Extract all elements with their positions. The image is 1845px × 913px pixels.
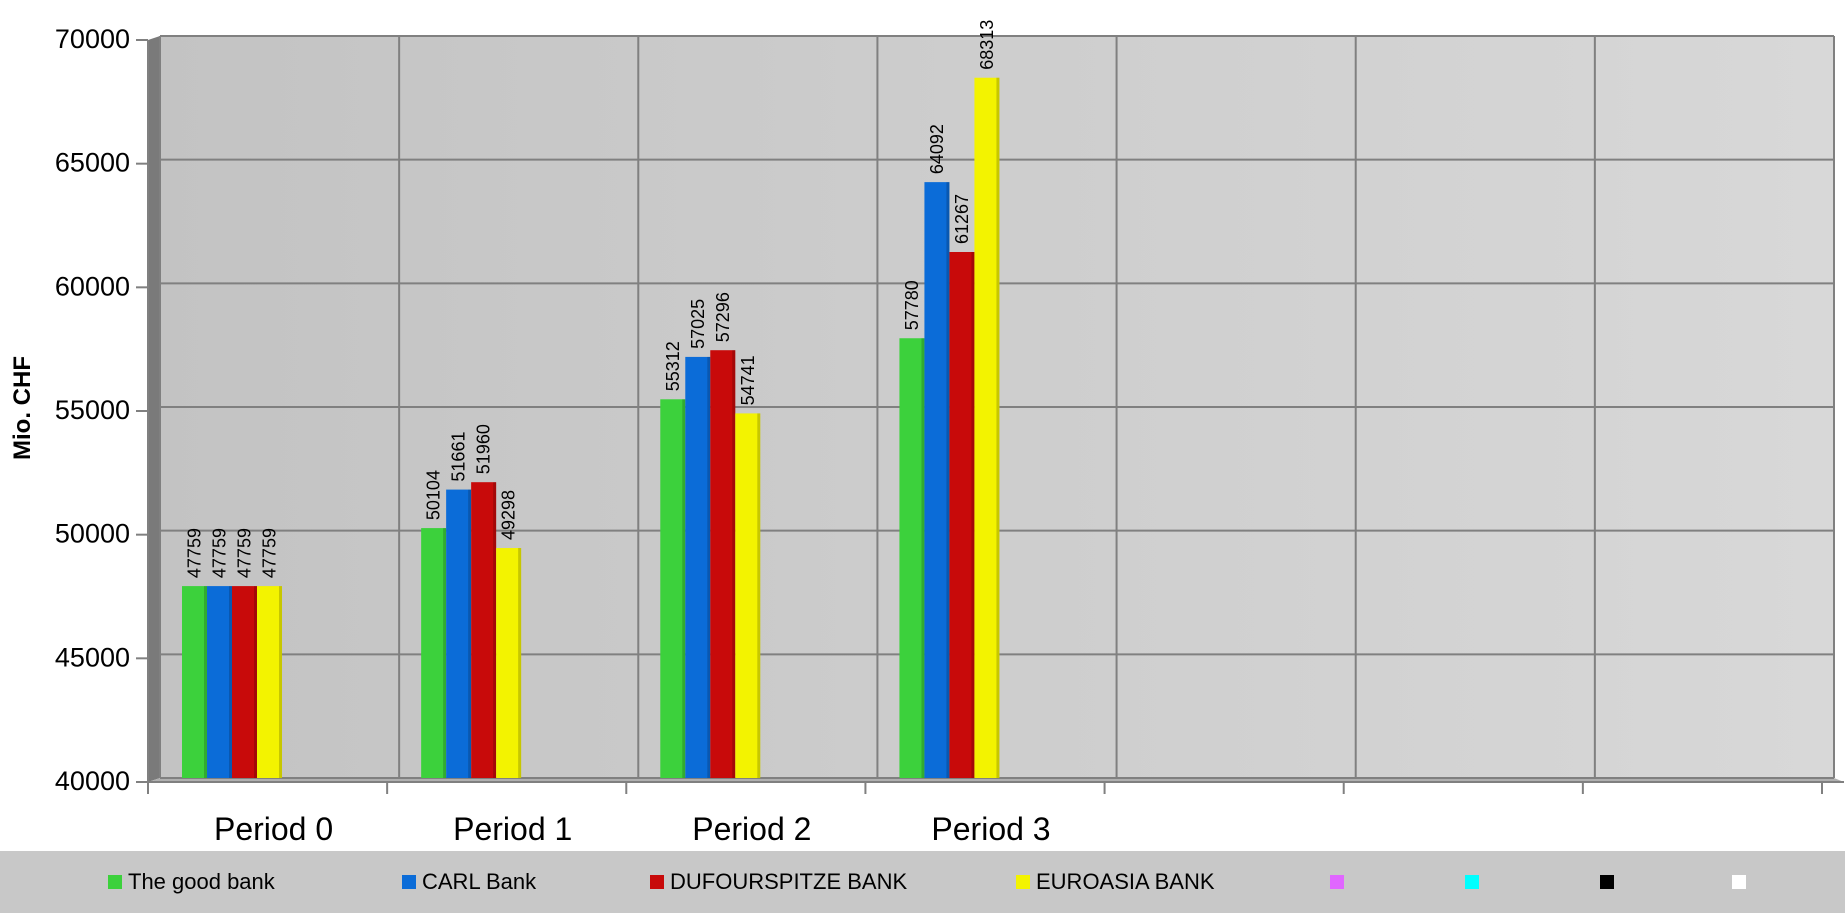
- data-label: 47759: [185, 528, 205, 578]
- bar-shade: [468, 489, 472, 778]
- legend-item: CARL Bank: [402, 851, 536, 913]
- bar-shade: [732, 350, 736, 778]
- legend-label: CARL Bank: [422, 869, 537, 894]
- bar-shade: [757, 413, 761, 778]
- data-label: 47759: [210, 528, 230, 578]
- bar: [257, 586, 282, 778]
- legend-item: The good bank: [108, 851, 275, 913]
- data-label: 57025: [688, 299, 708, 349]
- data-label: 51661: [449, 432, 469, 482]
- legend-swatch: [1016, 875, 1030, 889]
- bar: [899, 338, 925, 778]
- bar-shade: [946, 182, 950, 779]
- y-tick-label: 55000: [55, 395, 130, 425]
- legend-item-empty: [1732, 851, 1746, 913]
- bar-shade: [204, 586, 207, 778]
- bar: [710, 350, 736, 778]
- legend-swatch: [1732, 875, 1746, 889]
- legend-label: The good bank: [128, 869, 275, 894]
- legend-swatch: [108, 875, 122, 889]
- bar: [207, 586, 232, 778]
- bar-shade: [971, 251, 975, 778]
- data-label: 68313: [977, 20, 997, 70]
- legend-label: EUROASIA BANK: [1036, 869, 1215, 894]
- y-tick-label: 40000: [55, 766, 130, 796]
- bar-shade: [996, 77, 1000, 778]
- x-tick-label: Period 2: [692, 811, 811, 847]
- bar-shade: [443, 528, 447, 778]
- y-tick-label: 60000: [55, 271, 130, 301]
- x-tick-label: Period 0: [214, 811, 333, 847]
- bar-shade: [229, 586, 232, 778]
- x-tick-label: Period 3: [931, 811, 1050, 847]
- data-label: 64092: [927, 124, 947, 174]
- bar-shade: [254, 586, 257, 778]
- bar-shade: [518, 548, 522, 778]
- bar: [421, 528, 447, 778]
- bar: [182, 586, 207, 778]
- bar: [446, 489, 472, 778]
- data-label: 57780: [902, 280, 922, 330]
- y-axis-title: Mio. CHF: [9, 356, 36, 460]
- bar: [924, 182, 950, 779]
- bar-shade: [279, 586, 282, 778]
- data-label: 47759: [235, 528, 255, 578]
- legend-item-empty: [1600, 851, 1614, 913]
- bar: [949, 251, 975, 778]
- y-tick-label: 50000: [55, 519, 130, 549]
- bar-shade: [707, 356, 711, 778]
- legend-swatch: [402, 875, 416, 889]
- side-wall: [148, 36, 160, 782]
- bar-shade: [682, 399, 686, 778]
- legend-item: EUROASIA BANK: [1016, 851, 1215, 913]
- data-label: 50104: [424, 470, 444, 520]
- legend-item: DUFOURSPITZE BANK: [650, 851, 907, 913]
- bar: [685, 356, 711, 778]
- legend: The good bank CARL Bank DUFOURSPITZE BANK E…: [0, 851, 1845, 913]
- bar: [660, 399, 686, 778]
- bar: [232, 586, 257, 778]
- bar-shade: [493, 482, 497, 778]
- data-label: 51960: [474, 424, 494, 474]
- bar: [471, 482, 497, 778]
- data-label: 57296: [713, 292, 733, 342]
- data-label: 47759: [260, 528, 280, 578]
- legend-swatch: [1600, 875, 1614, 889]
- x-tick-label: Period 1: [453, 811, 572, 847]
- y-tick-label: 45000: [55, 642, 130, 672]
- legend-swatch: [650, 875, 664, 889]
- bar-shade: [921, 338, 925, 778]
- legend-label: DUFOURSPITZE BANK: [670, 869, 908, 894]
- data-label: 61267: [952, 194, 972, 244]
- y-tick-label: 70000: [55, 24, 130, 54]
- legend-item-empty: [1330, 851, 1344, 913]
- bar: [735, 413, 761, 778]
- data-label: 54741: [738, 355, 758, 405]
- legend-swatch: [1330, 875, 1344, 889]
- data-label: 49298: [499, 490, 519, 540]
- bar: [496, 548, 522, 778]
- legend-item-empty: [1465, 851, 1479, 913]
- legend-swatch: [1465, 875, 1479, 889]
- data-label: 55312: [663, 341, 683, 391]
- y-tick-label: 65000: [55, 148, 130, 178]
- bar: [974, 77, 1000, 778]
